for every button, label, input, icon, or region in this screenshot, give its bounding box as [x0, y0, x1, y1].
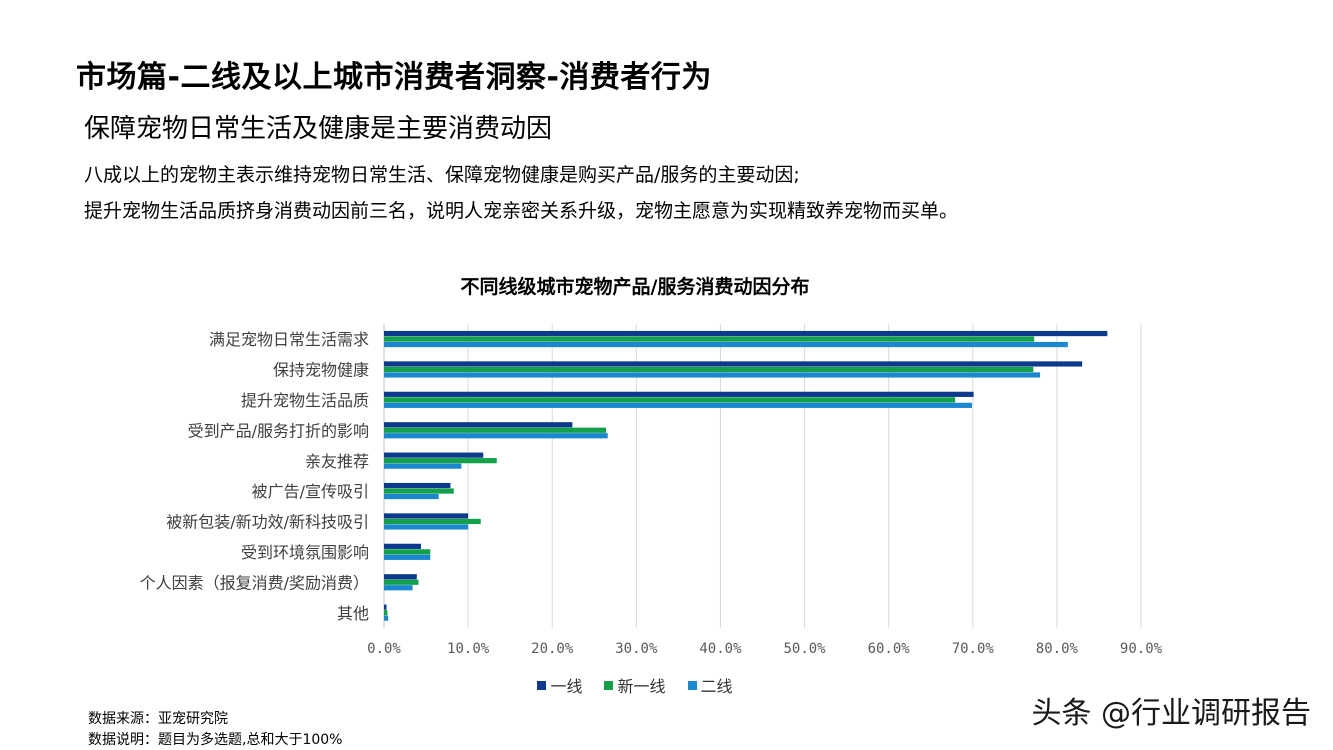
legend-label-tier1: 一线 — [550, 677, 583, 696]
category-label: 个人因素（报复消费/奖励消费） — [140, 573, 369, 592]
bar — [384, 524, 469, 530]
bar — [384, 427, 607, 433]
bar — [384, 549, 431, 555]
bar — [384, 391, 974, 397]
bar — [384, 463, 462, 469]
legend-item-tier1: 一线 — [537, 673, 582, 697]
chart-legend: 一线 新一线 二线 — [0, 673, 1270, 697]
category-label: 受到环境氛围影响 — [241, 543, 369, 562]
category-label: 被广告/宣传吸引 — [252, 482, 369, 501]
description-line-1: 八成以上的宠物主表示维持宠物日常生活、保障宠物健康是购买产品/服务的主要动因; — [84, 164, 800, 186]
bar — [384, 402, 972, 408]
bar — [384, 579, 419, 585]
bar — [384, 574, 417, 580]
x-tick-label: 40.0% — [699, 641, 742, 657]
bar — [384, 458, 497, 464]
bar — [384, 361, 1083, 367]
legend-label-tier2: 二线 — [700, 677, 733, 696]
bar — [384, 397, 956, 403]
x-tick-label: 70.0% — [952, 641, 995, 657]
data-note: 数据说明：题目为多选题,总和大于100% — [88, 732, 343, 748]
legend-item-tier2: 二线 — [687, 673, 733, 697]
category-label: 满足宠物日常生活需求 — [209, 330, 369, 349]
legend-swatch-tier1 — [537, 680, 547, 690]
bar — [384, 493, 439, 500]
bar — [384, 543, 422, 549]
x-tick-label: 30.0% — [615, 641, 658, 657]
bar — [384, 610, 388, 616]
x-tick-label: 50.0% — [783, 641, 826, 657]
legend-item-new-tier1: 新一线 — [604, 673, 666, 697]
bar — [384, 336, 1035, 342]
bar — [384, 452, 484, 458]
category-label: 被新包装/新功效/新科技吸引 — [166, 513, 369, 532]
bar — [384, 341, 1068, 348]
bar — [384, 366, 1034, 373]
x-tick-label: 0.0% — [367, 641, 401, 657]
data-source: 数据来源：亚宠研究院 — [88, 711, 228, 727]
x-tick-label: 60.0% — [868, 641, 911, 657]
bar — [384, 615, 389, 621]
bar — [384, 604, 387, 610]
bar — [384, 372, 1041, 378]
x-tick-label: 80.0% — [1036, 641, 1079, 657]
bar — [384, 585, 413, 591]
category-label: 其他 — [337, 604, 369, 623]
category-label: 保持宠物健康 — [273, 361, 369, 380]
bar — [384, 482, 451, 489]
x-tick-label: 10.0% — [447, 641, 490, 657]
x-tick-label: 20.0% — [531, 641, 574, 657]
chart-title: 不同线级城市宠物产品/服务消费动因分布 — [460, 276, 810, 298]
bar — [384, 554, 431, 560]
x-tick-label: 90.0% — [1120, 641, 1163, 657]
watermark: 头条 @行业调研报告 — [1031, 696, 1311, 731]
bar — [384, 422, 573, 428]
legend-label-new-tier1: 新一线 — [617, 677, 666, 696]
bar — [384, 330, 1108, 337]
category-label: 亲友推荐 — [305, 452, 369, 471]
category-label: 提升宠物生活品质 — [241, 391, 369, 410]
bar — [384, 488, 454, 494]
page-subtitle: 保障宠物日常生活及健康是主要消费动因 — [84, 114, 553, 144]
legend-swatch-new-tier1 — [604, 680, 614, 690]
description-line-2: 提升宠物生活品质挤身消费动因前三名，说明人宠亲密关系升级，宠物主愿意为实现精致养… — [84, 200, 959, 222]
bar — [384, 513, 469, 519]
category-label: 受到产品/服务打折的影响 — [188, 421, 369, 440]
bar — [384, 433, 608, 439]
page-title: 市场篇-二线及以上城市消费者洞察-消费者行为 — [76, 60, 712, 95]
bar — [384, 518, 481, 525]
legend-swatch-tier2 — [687, 680, 697, 690]
